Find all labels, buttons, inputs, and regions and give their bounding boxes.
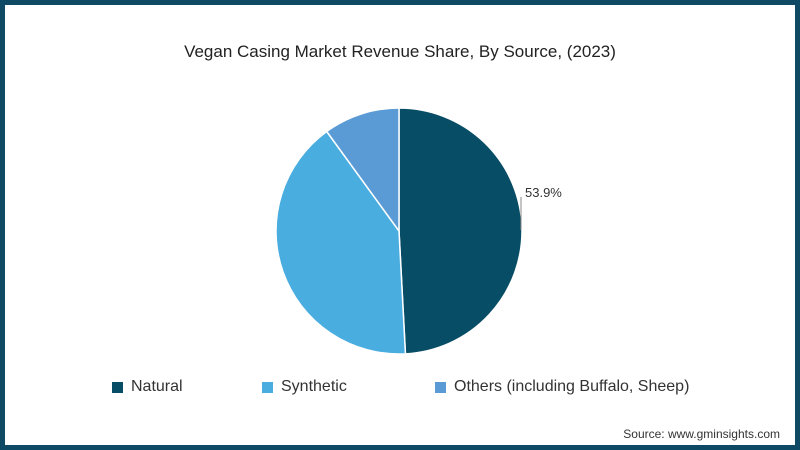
legend-swatch-synthetic xyxy=(262,381,273,393)
source-note: Source: www.gminsights.com xyxy=(623,427,780,441)
legend: Natural Synthetic Others (including Buff… xyxy=(0,378,800,398)
pie-slice-synthetic xyxy=(275,130,407,355)
pie-slice-natural xyxy=(398,107,523,355)
data-label-natural: 53.9% xyxy=(525,185,562,200)
legend-swatch-natural xyxy=(112,381,123,393)
legend-item-synthetic: Synthetic xyxy=(262,378,347,396)
legend-swatch-others xyxy=(435,381,446,393)
chart-title: Vegan Casing Market Revenue Share, By So… xyxy=(184,42,616,61)
legend-label: Natural xyxy=(131,378,183,395)
pie-slice-others xyxy=(325,107,400,234)
legend-label: Synthetic xyxy=(281,378,347,395)
legend-item-natural: Natural xyxy=(112,378,183,396)
legend-item-others: Others (including Buffalo, Sheep) xyxy=(435,378,689,396)
legend-label: Others (including Buffalo, Sheep) xyxy=(454,378,690,395)
